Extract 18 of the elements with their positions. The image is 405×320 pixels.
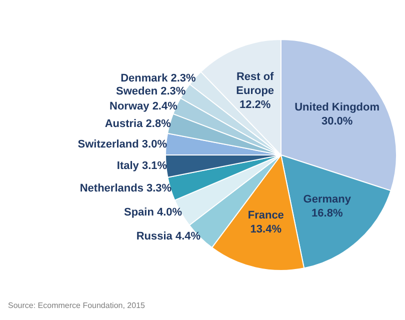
data-label: 13.4% — [250, 224, 282, 236]
slice-label: Rest of Europe — [236, 70, 274, 97]
slice-label: Switzerland 3.0% — [78, 138, 168, 150]
slice-label: Netherlands 3.3% — [80, 182, 172, 195]
slice-label: Germany — [303, 194, 352, 206]
data-label: 12.2% — [239, 98, 271, 111]
slice-label: Russia 4.4% — [136, 230, 201, 242]
slice-label: Austria 2.8% — [104, 118, 172, 130]
data-label: 16.8% — [312, 208, 343, 220]
slice-label: Italy 3.1% — [116, 160, 168, 172]
data-label: 30.0% — [321, 115, 353, 128]
slice-label: France — [248, 210, 284, 222]
slice-label: Spain 4.0% — [124, 206, 182, 219]
slice-label: United Kingdom — [294, 101, 380, 114]
slice-label: Sweden 2.3% — [116, 86, 186, 98]
source-note: Source: Ecommerce Foundation, 2015 — [8, 301, 146, 310]
slice-label: Denmark 2.3% — [120, 72, 196, 85]
slice-label: Norway 2.4% — [110, 100, 178, 112]
